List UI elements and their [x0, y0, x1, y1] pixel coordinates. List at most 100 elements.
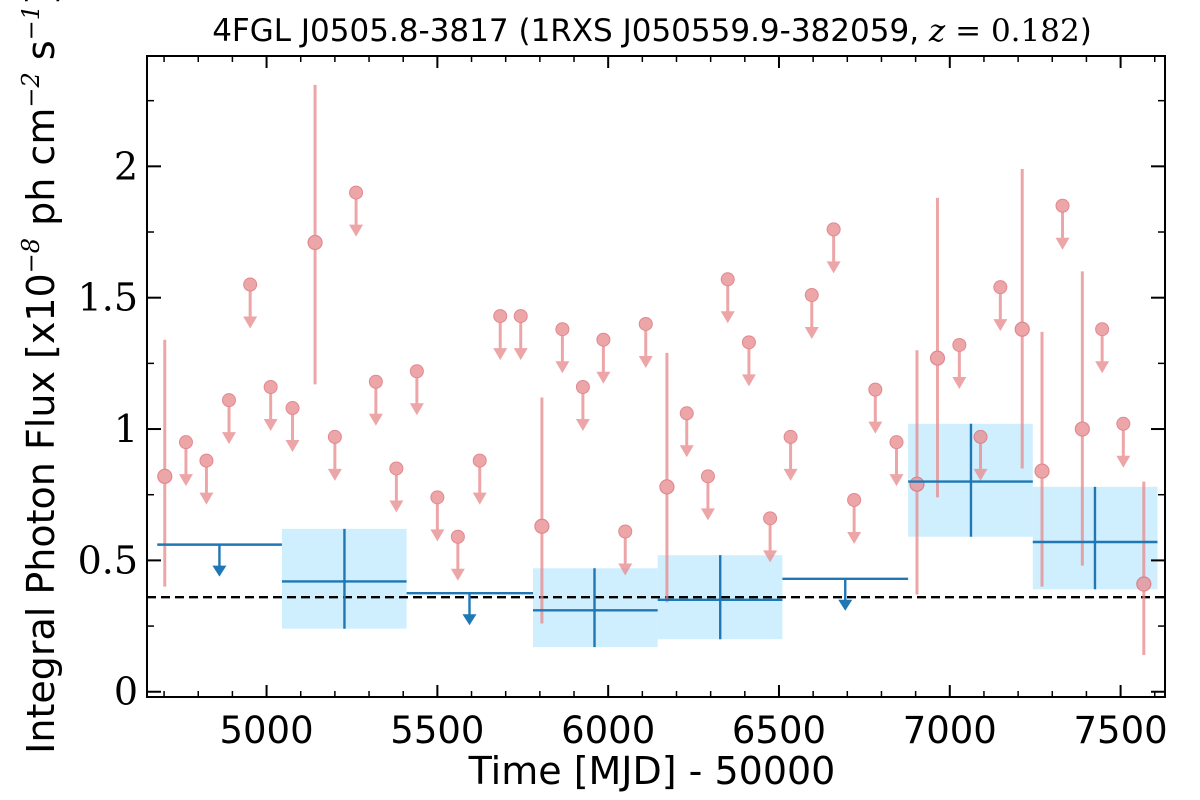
upper-limit-arrowhead [199, 492, 214, 505]
upper-limit-arrowhead [847, 531, 862, 544]
upper-limit-arrowhead [285, 440, 300, 453]
upper-limit-point [243, 277, 258, 292]
plot-frame [146, 55, 1166, 698]
x-tick-label: 6500 [732, 709, 826, 752]
upper-limit-point [285, 401, 300, 416]
upper-limit-arrowhead [679, 445, 694, 458]
upper-limit-arrowhead [826, 261, 841, 274]
upper-limit-point [389, 461, 404, 476]
upper-limit-point [973, 429, 988, 444]
short-bin-detection [534, 397, 550, 624]
short-bin-upper-limit [472, 453, 487, 505]
short-bin-upper-limit [720, 272, 735, 324]
upper-limit-point [679, 406, 694, 421]
upper-limit-arrowhead [804, 327, 819, 340]
upper-limit-arrowhead [720, 311, 735, 324]
y-axis-label: Integral Photon Flux [x10−8 ph cm−2 s−1] [17, 0, 63, 754]
upper-limit-arrowhead [575, 419, 590, 432]
upper-limit-arrowhead [430, 529, 445, 542]
upper-limit-point [993, 280, 1008, 295]
upper-limit-arrowhead [493, 348, 508, 361]
data-point [534, 518, 550, 534]
short-bin-upper-limit [826, 222, 841, 274]
upper-limit-point [1055, 198, 1070, 213]
upper-limit-arrowhead [327, 468, 342, 481]
short-bin-detection [157, 339, 173, 587]
short-bin-upper-limit [783, 429, 798, 481]
short-bin-upper-limit [804, 288, 819, 340]
upper-limit-point [199, 453, 214, 468]
upper-limit-arrowhead [462, 614, 477, 626]
long-bin-upper-limit [406, 592, 534, 626]
y-tick-label: 0.5 [78, 538, 138, 582]
upper-limit-point [1116, 416, 1131, 431]
short-bin-upper-limit [575, 380, 590, 432]
upper-limit-point [575, 380, 590, 395]
upper-limit-point [720, 272, 735, 287]
upper-limit-point [263, 380, 278, 395]
long-bin-upper-limit [782, 577, 909, 611]
data-point [1014, 321, 1030, 337]
short-bin-upper-limit [618, 524, 633, 576]
data-point [307, 234, 323, 251]
short-bin-upper-limit [1116, 416, 1131, 468]
upper-limit-point [178, 435, 193, 450]
upper-limit-arrowhead [838, 599, 853, 611]
upper-limit-arrowhead [212, 565, 227, 577]
short-bin-upper-limit [889, 435, 904, 487]
upper-limit-arrowhead [638, 355, 653, 368]
short-bin-upper-limit [199, 453, 214, 505]
upper-limit-point [450, 529, 465, 544]
short-bin-upper-limit [679, 406, 694, 458]
upper-limit-arrowhead [952, 376, 967, 389]
short-bin-upper-limit [596, 332, 611, 384]
upper-limit-point [741, 335, 756, 350]
upper-limit-point [596, 332, 611, 347]
upper-limit-point [368, 374, 383, 389]
upper-limit-arrowhead [1095, 361, 1110, 374]
upper-limit-point [638, 316, 653, 331]
upper-limit-arrowhead [889, 474, 904, 487]
upper-limit-point [430, 490, 445, 505]
short-bin-upper-limit [178, 435, 193, 487]
upper-limit-point [804, 288, 819, 303]
short-bin-upper-limit [993, 280, 1008, 332]
upper-limit-point [763, 511, 778, 526]
short-bin-upper-limit [1055, 198, 1070, 250]
y-tick-label: 1 [114, 407, 138, 451]
long-bin-detection [657, 555, 783, 640]
short-bin-detection [659, 352, 675, 603]
upper-limit-arrowhead [513, 348, 528, 361]
short-bin-upper-limit [847, 492, 862, 544]
upper-limit-arrowhead [1055, 237, 1070, 250]
short-bin-upper-limit [243, 277, 258, 329]
long-bin-detection [281, 528, 407, 629]
y-tick-label: 0 [114, 670, 138, 714]
short-bin-detection [307, 84, 323, 385]
upper-limit-point [409, 364, 424, 379]
upper-limit-point [472, 453, 487, 468]
upper-limit-point [952, 337, 967, 352]
upper-limit-arrowhead [741, 374, 756, 387]
x-tick-label: 5000 [219, 709, 313, 752]
y-tick-label: 2 [114, 144, 138, 188]
upper-limit-arrowhead [450, 568, 465, 581]
x-tick-label: 6000 [561, 709, 655, 752]
short-bin-upper-limit [263, 380, 278, 432]
upper-limit-arrowhead [783, 468, 798, 481]
upper-limit-point [618, 524, 633, 539]
upper-limit-arrowhead [763, 550, 778, 563]
upper-limit-point [847, 492, 862, 507]
upper-limit-arrowhead [389, 500, 404, 513]
upper-limit-arrowhead [973, 468, 988, 481]
upper-limit-arrowhead [868, 421, 883, 434]
upper-limit-point [513, 309, 528, 324]
upper-limit-point [327, 429, 342, 444]
data-point [1074, 421, 1090, 437]
short-bin-upper-limit [493, 309, 508, 361]
data-point [929, 350, 946, 366]
y-tick-label: 1.5 [78, 276, 138, 320]
upper-limit-arrowhead [472, 492, 487, 505]
upper-limit-arrowhead [368, 413, 383, 426]
